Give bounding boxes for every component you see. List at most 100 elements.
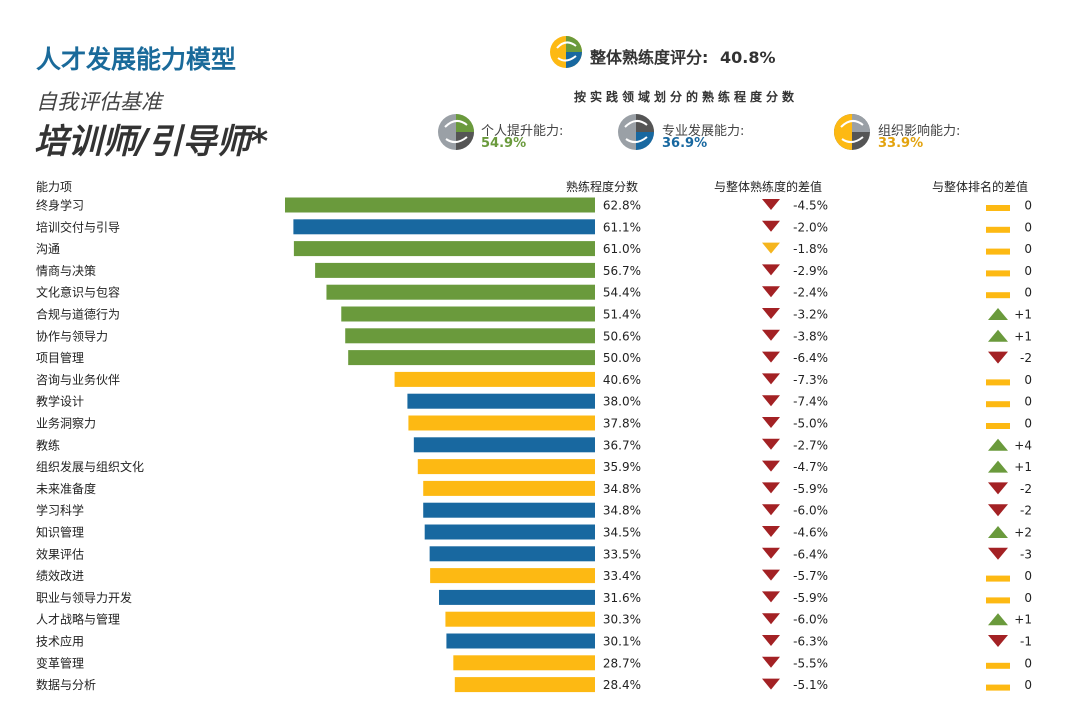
score-bar [408,415,595,431]
score-label: 38.0% [603,395,641,409]
category-label: 培训交付与引导 [36,219,120,234]
diff-down-icon [762,460,780,472]
category-label: 项目管理 [36,350,84,365]
diff-down-icon [762,308,780,319]
diff-down-icon [762,220,780,232]
score-bar [413,437,595,453]
diff-down-icon [762,678,780,690]
category-label: 终身学习 [36,198,84,213]
diff-down-icon [762,504,780,516]
score-bar [315,262,595,278]
diff-rank-label: 0 [1024,569,1032,583]
score-bar [341,306,595,322]
diff-rank-label: 0 [1024,591,1032,605]
diff-overall-label: -3.2% [793,308,828,322]
diff-rank-label: 0 [1024,417,1032,431]
score-label: 33.5% [603,547,641,561]
diff-overall-label: -5.0% [793,417,828,431]
page-title: 人才发展能力模型 [36,45,237,74]
diff-down-icon [762,526,780,537]
category-label: 教练 [36,437,60,452]
diff-down-icon [762,635,780,646]
category-label: 组织发展与组织文化 [36,459,144,474]
overall-score-value: 40.8% [719,48,776,67]
score-bar [445,611,595,627]
overall-score: 整体熟练度评分: 40.8% [590,44,776,68]
diff-rank-label: +1 [1014,308,1032,322]
diff-rank-label: 0 [1024,220,1032,234]
category-label: 未来准备度 [36,481,96,496]
category-label: 知识管理 [36,525,84,540]
diff-down-icon [762,199,780,210]
diff-rank-label: 0 [1024,264,1032,278]
rank-same-icon [986,575,1010,582]
rank-same-icon [986,379,1010,386]
diff-overall-label: -4.6% [793,526,828,540]
overall-score-label: 整体熟练度评分: [590,48,709,67]
score-bar [348,350,595,366]
score-label: 28.7% [603,656,641,670]
diff-rank-label: -3 [1020,547,1032,561]
rank-same-icon [986,292,1010,299]
rank-down-icon [988,635,1008,647]
category-label: 绩效改进 [36,568,84,583]
rank-same-icon [986,248,1010,255]
score-label: 28.4% [603,678,641,692]
rank-same-icon [986,401,1010,408]
personal-domain-icon [438,114,474,150]
page-subtitle: 自我评估基准 [36,90,162,114]
score-label: 61.1% [603,220,641,234]
diff-down-icon [762,417,780,428]
score-label: 50.6% [603,329,641,343]
diff-overall-label: -3.8% [793,329,828,343]
diff-overall-label: -2.9% [793,264,828,278]
organizational-domain-label: 组织影响能力: [878,124,961,139]
diff-down-icon [762,613,780,625]
diff-down-icon [762,656,780,668]
diff-overall-label: -6.4% [793,547,828,561]
score-bar [407,393,595,409]
score-bar [293,241,595,257]
category-label: 人才战略与管理 [36,612,120,627]
score-bar [417,459,595,475]
diff-overall-label: -5.5% [793,656,828,670]
diff-overall-label: -5.1% [793,678,828,692]
rank-down-icon [988,547,1008,560]
diff-rank-label: -2 [1020,351,1032,365]
role-title: 培训师/引导师* [34,122,269,162]
diff-down-icon [762,569,780,581]
column-header-diff-rank: 与整体排名的差值 [932,180,1029,194]
rank-up-icon [988,460,1008,473]
rank-same-icon [986,662,1010,669]
score-bar [345,328,595,344]
personal-domain-value: 54.9% [481,136,527,151]
diff-overall-label: -6.0% [793,504,828,518]
score-label: 37.8% [603,417,641,431]
diff-rank-label: -1 [1020,635,1032,649]
score-label: 34.5% [603,526,641,540]
category-label: 协作与领导力 [36,328,108,343]
column-header-category: 能力项 [36,180,73,194]
category-label: 业务洞察力 [36,416,96,431]
rank-down-icon [988,482,1008,495]
rank-same-icon [986,270,1010,277]
rank-down-icon [988,351,1008,364]
column-header-score: 熟练程度分数 [566,180,639,194]
diff-rank-label: -2 [1020,504,1032,518]
diff-overall-label: -2.7% [793,438,828,452]
diff-rank-label: +1 [1014,460,1032,474]
diff-overall-label: -7.4% [793,395,828,409]
category-label: 效果评估 [36,546,84,561]
organizational-domain-icon [834,114,870,150]
score-bar [423,480,595,496]
diff-down-icon [762,264,780,276]
score-label: 62.8% [603,199,641,213]
score-label: 30.1% [603,635,641,649]
category-label: 变革管理 [36,655,84,670]
diff-rank-label: 0 [1024,678,1032,692]
column-header-diff-overall: 与整体熟练度的差值 [714,180,823,194]
professional-domain-icon [618,114,654,150]
professional-domain-value: 36.9% [662,136,708,151]
category-label: 教学设计 [36,394,84,409]
score-bar [453,655,595,671]
